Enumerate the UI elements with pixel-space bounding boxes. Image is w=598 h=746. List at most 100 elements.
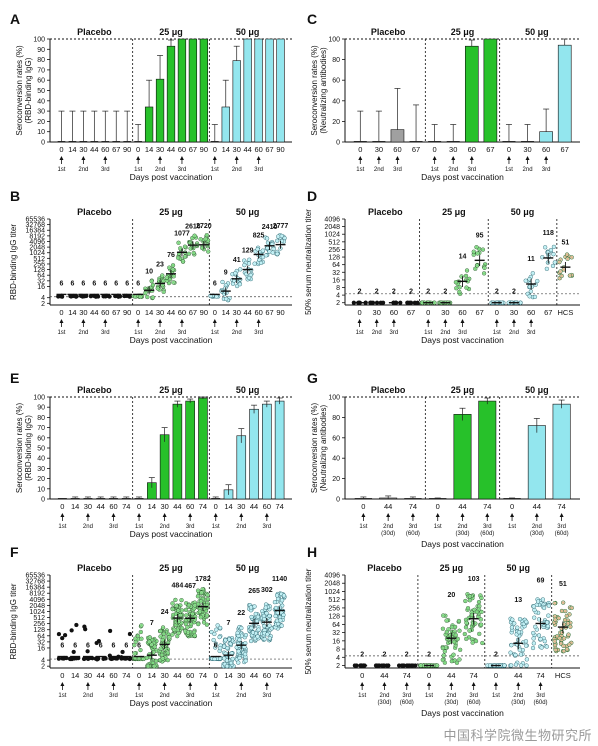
x-tick-label: 44 [447,671,455,680]
x-tick-label: 14 [222,308,230,317]
data-point-fill [536,600,540,603]
gmt-label: 2 [495,289,499,296]
dose-label: 2nd [379,693,389,699]
data-point-fill [533,608,536,612]
dose-label: (60d) [400,700,414,706]
data-point-fill [567,633,570,637]
dose-label: 1st [57,330,65,336]
x-tick-label: 0 [427,671,431,680]
dose-label: 3rd [402,693,411,699]
y-tick-label: 60 [37,435,45,442]
gmt-label: 6 [60,643,64,650]
data-point-fill [543,639,547,643]
gmt-label: 2 [405,652,409,659]
dose-label: (60d) [555,531,569,537]
y-tick-label: 60 [332,78,340,85]
x-tick-label: 30 [237,671,245,680]
data-point-fill [200,591,203,594]
x-tick-label: 14 [148,502,156,511]
dose-label: 1st [134,330,142,336]
data-point-fill [261,255,265,259]
y-tick-label: 2 [336,300,340,307]
gmt-label: 6 [60,280,64,287]
x-tick-label: 0 [59,308,63,317]
data-point [60,636,65,641]
x-tick-label: 67 [544,308,552,317]
x-tick-label: 60 [186,671,194,680]
y-tick-label: 100 [33,37,45,44]
dose-arrow-head [264,682,269,686]
data-point-fill [458,658,461,661]
x-tick-label: 67 [112,308,120,317]
data-point [85,649,90,654]
data-point-fill [481,248,485,252]
x-tick-label: 30 [156,145,164,154]
y-tick-label: 16384 [26,585,46,592]
data-point-fill [471,641,475,645]
data-point-fill [239,626,243,630]
data-point-fill [570,606,574,610]
dose-arrow-head [443,319,448,323]
y-tick-label: 512 [328,597,340,604]
dose-arrow-head [361,513,366,517]
x-tick-label: 74 [275,671,283,680]
y-tick-label: 0 [336,497,340,504]
data-point-fill [172,628,176,632]
data-point-fill [150,643,153,646]
data-point-fill [562,644,565,648]
data-point-fill [270,242,274,246]
data-point-fill [479,623,483,627]
gmt-label: 2 [443,289,447,296]
data-point-fill [265,611,268,615]
dose-label: 2nd [448,167,458,173]
data-point-fill [184,614,188,617]
data-point-fill [270,626,274,630]
data-point-fill [199,599,203,603]
dose-arrow-head [460,513,465,517]
watermark: 中国科学院微生物研究所 [443,729,592,744]
data-point-fill [160,653,164,657]
x-tick-label: 0 [510,502,514,511]
data-point-fill [215,295,218,298]
dose-arrow-head [358,156,363,160]
data-point-fill [475,610,479,614]
x-tick-label: 30 [84,502,92,511]
panel-B: B241632641282565121024204840968192163843… [9,188,292,345]
data-point-fill [565,644,568,648]
dose-label: 2nd [155,167,165,173]
data-point-fill [263,637,267,641]
data-point-fill [263,628,266,632]
data-point-fill [282,613,285,617]
data-point-fill [243,645,246,649]
panel-letter: E [10,370,19,386]
data-point-fill [243,641,247,645]
dose-label: 3rd [262,693,271,699]
y-tick-label: 4 [336,293,340,300]
data-point [415,300,420,305]
data-point-fill [153,645,157,649]
data-point-fill [158,629,162,633]
x-tick-label: 90 [200,308,208,317]
gmt-label: 51 [559,581,567,588]
data-point-fill [453,625,457,629]
x-tick-label: 44 [97,502,105,511]
x-tick-label: 0 [426,308,430,317]
data-point-fill [256,615,260,619]
data-point-fill [218,657,222,660]
x-tick-label: 30 [79,308,87,317]
data-point-fill [559,642,563,646]
dose-arrow-head [158,319,163,323]
x-tick-label: 0 [136,145,140,154]
bar [262,403,272,500]
data-point-fill [268,636,272,640]
x-tick-label: 60 [263,671,271,680]
group-label: 25 μg [159,207,183,217]
data-point [375,663,381,668]
data-point-fill [479,617,483,621]
gmt-label: 95 [476,232,484,239]
data-point-fill [542,606,546,610]
data-point-fill [568,625,572,629]
dose-arrow-head [81,156,86,160]
y-tick-label: 10 [37,486,45,493]
x-tick-label: 44 [458,502,466,511]
